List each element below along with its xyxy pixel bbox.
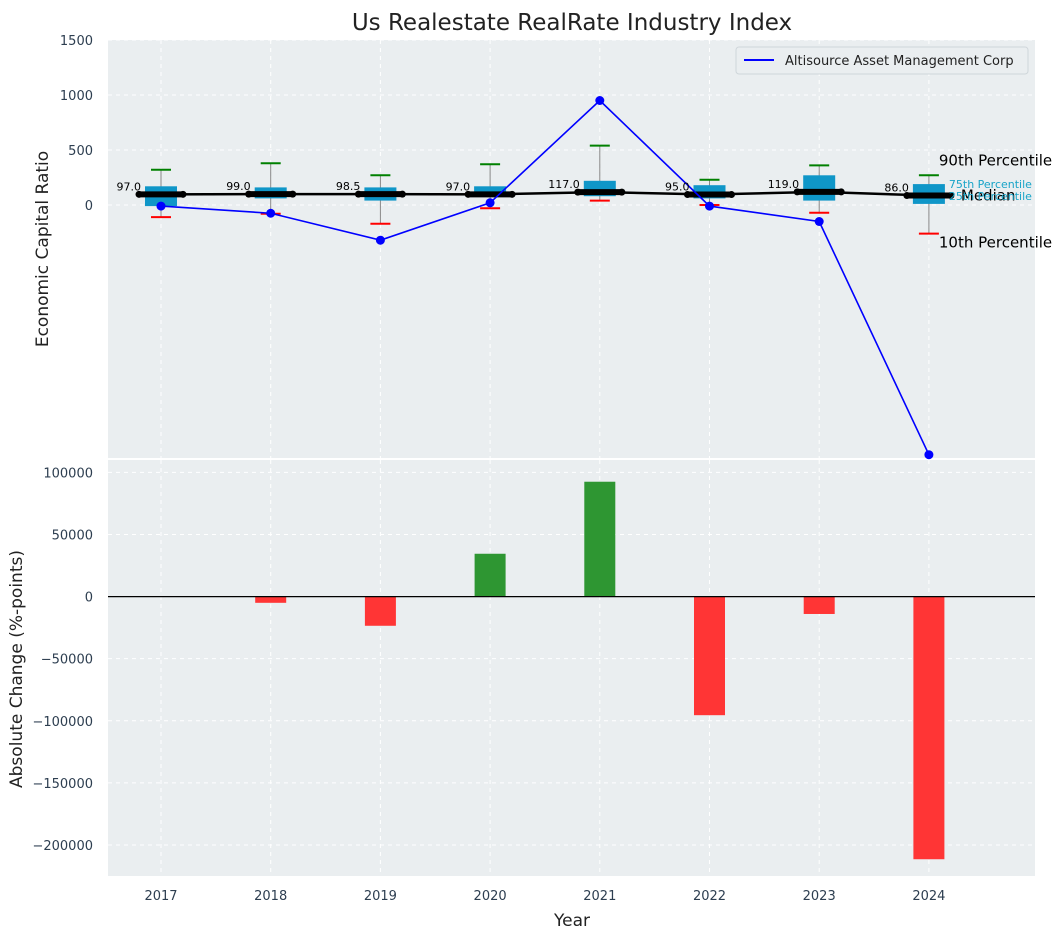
change-bar-2022 (694, 596, 725, 716)
median-end-marker (354, 190, 362, 198)
iqr-box (803, 175, 836, 201)
change-bar-2020 (474, 553, 506, 597)
median-label: Median (961, 187, 1016, 205)
median-end-marker (179, 190, 187, 198)
median-end-marker (135, 190, 143, 198)
series-point-2019 (375, 235, 385, 245)
x-tick-2018: 2018 (254, 889, 287, 904)
legend-entry: Altisource Asset Management Corp (785, 54, 1014, 69)
median-end-marker (289, 190, 297, 198)
median-end-marker (793, 188, 801, 196)
chart-title: Us Realestate RealRate Industry Index (352, 10, 792, 36)
top-y-tick-label: 1500 (60, 34, 93, 49)
median-label-2019: 98.5 (336, 180, 361, 193)
median-end-marker (508, 190, 516, 198)
median-label-2022: 95.0 (665, 181, 690, 194)
bottom-y-tick-label: −100000 (32, 715, 93, 730)
median-trend-line (135, 188, 955, 200)
p75-label: 75th Percentile (949, 178, 1032, 191)
change-bar-2018 (255, 596, 287, 603)
series-point-2020 (485, 198, 495, 208)
bottom-y-tick-label: −200000 (32, 839, 93, 854)
median-label-2024: 86.0 (884, 182, 909, 195)
top-y-tick-label: 0 (85, 199, 93, 214)
median-label-2018: 99.0 (226, 180, 251, 193)
median-label-2020: 97.0 (446, 180, 471, 193)
series-line (160, 99, 930, 456)
median-end-marker (464, 190, 472, 198)
series-point-2018 (266, 208, 276, 218)
median-end-marker (684, 191, 691, 199)
x-tick-2021: 2021 (583, 889, 616, 904)
change-bar-2019 (364, 596, 396, 626)
median-end-marker (574, 188, 582, 196)
company-series-line (156, 96, 934, 460)
legend-box (735, 46, 1029, 75)
series-point-2017 (156, 201, 166, 211)
series-point-2023 (814, 217, 824, 226)
p10-label: 10th Percentile (939, 234, 1052, 252)
x-axis-label: Year (553, 911, 590, 931)
median-end-marker (245, 190, 253, 198)
p25-label: 25th Percentile (949, 190, 1032, 203)
top-plot-area (108, 40, 1035, 458)
x-tick-2020: 2020 (474, 889, 507, 904)
median-end-marker (618, 188, 626, 196)
top-y-tick-labels: 0 500 1000 1500 (60, 34, 93, 214)
bottom-y-axis-label: Absolute Change (%-points) (7, 550, 27, 788)
legend: Altisource Asset Management Corp (735, 46, 1029, 75)
median-end-marker (728, 191, 735, 199)
median-label-2017: 97.0 (117, 180, 142, 193)
median-label-2021: 117.0 (548, 178, 580, 191)
median-path (160, 190, 929, 197)
x-tick-2023: 2023 (803, 889, 836, 904)
median-label-2023: 119.0 (768, 178, 800, 191)
bottom-y-tick-label: −150000 (32, 777, 93, 792)
median-end-marker (903, 192, 911, 200)
series-point-2024 (924, 450, 934, 460)
x-tick-2022: 2022 (693, 889, 726, 904)
top-y-tick-label: 500 (68, 144, 93, 159)
x-tick-labels: 2017 2018 2019 2020 2021 2022 2023 2024 (144, 889, 945, 904)
median-value-labels: 97.0 99.0 98.5 97.0 117.0 95.0 119.0 86.0 (117, 178, 909, 195)
change-bar-2021 (584, 481, 616, 597)
bottom-y-tick-label: 100000 (43, 466, 93, 481)
bottom-y-tick-label: −50000 (41, 653, 93, 668)
median-end-marker (947, 192, 955, 200)
x-tick-2024: 2024 (912, 889, 945, 904)
bottom-y-tick-label: 50000 (52, 529, 93, 544)
p90-label: 90th Percentile (939, 151, 1052, 169)
series-point-2021 (595, 96, 605, 105)
change-bar-2024 (913, 596, 945, 860)
bottom-y-tick-label: 0 (85, 591, 93, 606)
series-point-2022 (705, 201, 714, 211)
x-tick-2017: 2017 (144, 889, 177, 904)
change-bar-2023 (803, 596, 835, 614)
top-gridlines (108, 39, 1035, 458)
change-bars (255, 481, 945, 860)
x-tick-2019: 2019 (364, 889, 397, 904)
median-end-marker (398, 190, 406, 198)
top-y-axis-label: Economic Capital Ratio (33, 151, 53, 347)
iqr-box (474, 186, 507, 197)
bottom-plot-area (108, 460, 1035, 876)
top-y-tick-label: 1000 (60, 89, 93, 104)
median-end-marker (837, 188, 845, 196)
bottom-y-tick-labels: −200000 −150000 −100000 −50000 0 50000 100000 (32, 466, 93, 854)
